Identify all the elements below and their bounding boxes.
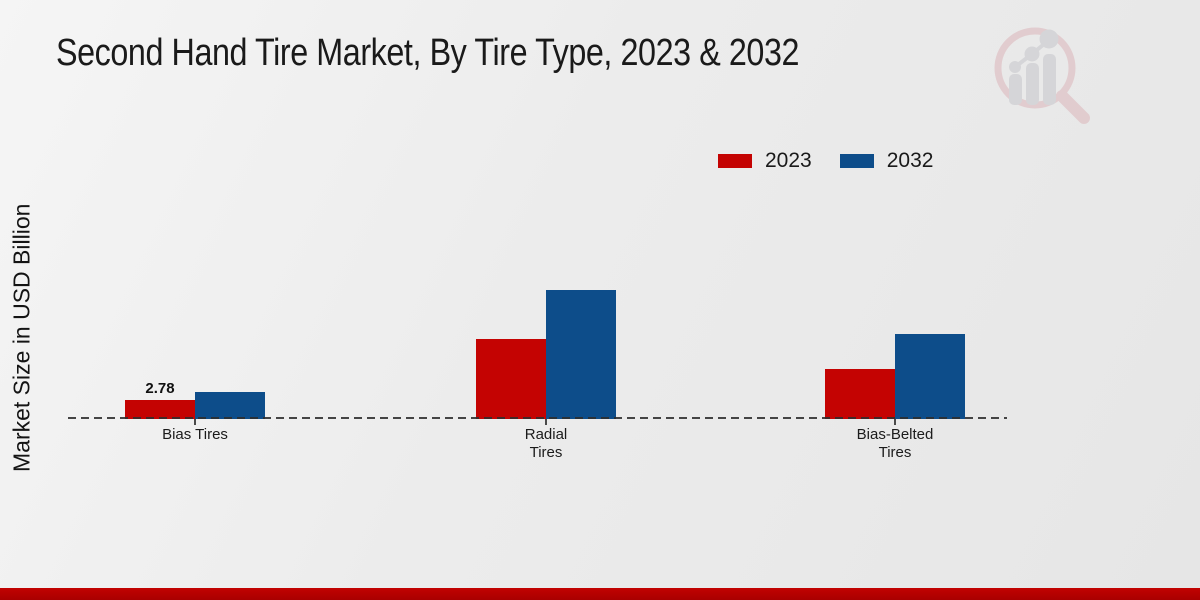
bar-2023-radial-tires [476, 339, 546, 419]
legend-item-2032: 2032 [839, 149, 934, 173]
legend-swatch-2023 [718, 154, 752, 168]
legend-label-2032: 2032 [886, 149, 934, 172]
x-axis-tick-bias-tires [194, 419, 196, 425]
legend-item-2023: 2023 [718, 149, 812, 173]
x-axis-tick-bias-belted-tires [894, 419, 896, 425]
bar-2032-radial-tires [546, 289, 616, 419]
category-label-bias-belted-tires: Bias-Belted Tires [856, 426, 934, 461]
bar-2023-bias-belted-tires [825, 369, 895, 419]
baseline-dashed-line [68, 417, 1007, 419]
bar-2032-bias-tires [195, 392, 265, 419]
magnifier-growth-chart-logo-icon [994, 27, 1090, 124]
legend-label-2023: 2023 [765, 149, 812, 172]
legend: 2023 2032 [718, 149, 933, 173]
bar-2023-bias-tires [125, 400, 195, 419]
bar-2032-bias-belted-tires [895, 333, 965, 419]
category-label-bias-tires: Bias Tires [162, 426, 228, 443]
x-axis-tick-radial-tires [545, 419, 547, 425]
chart-title: Second Hand Tire Market, By Tire Type, 2… [56, 32, 800, 74]
legend-swatch-2032 [839, 154, 874, 168]
footer-accent-band [0, 588, 1200, 600]
bar-value-label-2023-bias-tires: 2.78 [145, 380, 175, 398]
category-label-radial-tires: Radial Tires [524, 426, 568, 461]
